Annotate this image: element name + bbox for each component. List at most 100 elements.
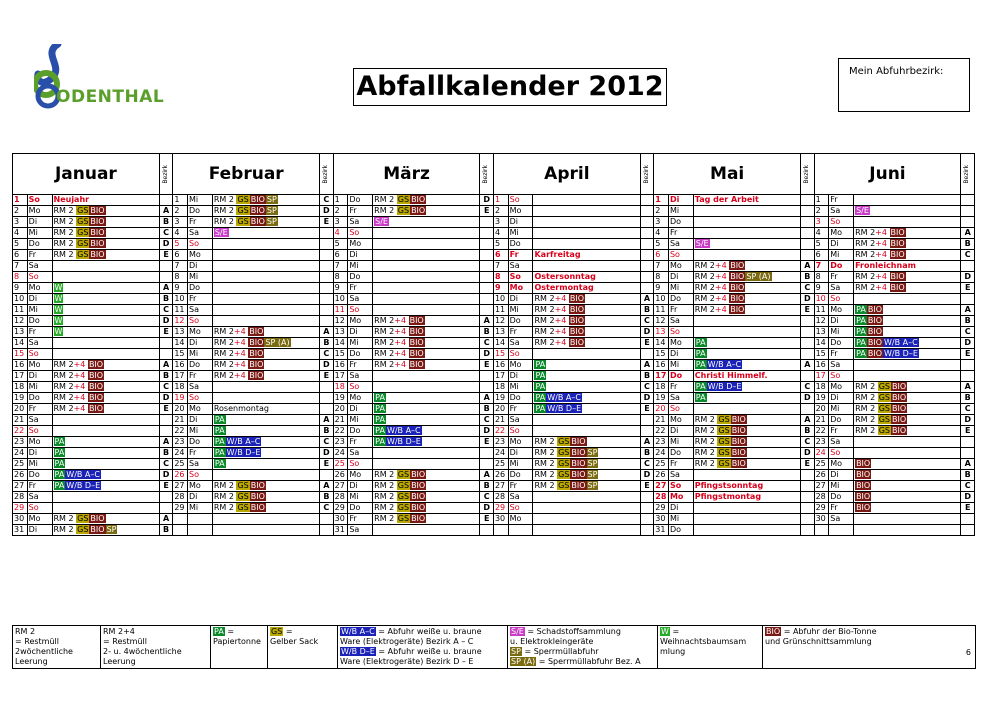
weekday: So: [667, 480, 694, 492]
day-number: 18: [172, 381, 188, 393]
day-number: 20: [813, 403, 830, 415]
collection-entry: RM 2 GS BIO: [372, 502, 481, 514]
collection-entry: [51, 348, 160, 360]
weekday: Fr: [507, 326, 534, 338]
weekday: Do: [667, 293, 694, 305]
day-number: 11: [813, 304, 830, 316]
collection-entry: Christi Himmelf.: [692, 370, 802, 382]
collection-entry: [372, 524, 481, 536]
collection-entry: [211, 469, 321, 481]
calendar-row: 22 So 22 Mi PA B 22 Do PA W/B A–C D 22 So 22 Di RM 2 GS…: [12, 425, 975, 437]
weekday: So: [187, 238, 213, 250]
collection-entry: PA: [692, 348, 802, 360]
bezirk-code: [639, 502, 655, 514]
weekday: Mi: [507, 458, 534, 470]
weekday: Mo: [667, 414, 694, 426]
day-number: 29: [813, 502, 830, 514]
weekday: [187, 524, 213, 536]
bezirk-code: B: [960, 469, 975, 481]
collection-entry: Ostersonntag: [532, 271, 641, 283]
weekday: Fr: [667, 458, 694, 470]
day-number: 28: [332, 491, 349, 503]
day-number: 22: [492, 425, 509, 437]
collection-entry: RM 2+4 BIO: [532, 315, 641, 327]
day-number: 15: [492, 348, 509, 360]
weekday: Sa: [26, 260, 53, 272]
legend-rm2: RM 2 = Restmüll 2wöchentliche Leerung: [12, 625, 101, 669]
collection-entry: RM 2 GS BIO: [372, 205, 481, 217]
day-number: [813, 524, 830, 536]
weekday: So: [507, 348, 534, 360]
day-number: 31: [653, 524, 669, 536]
calendar-row: 17 Di RM 2+4 BIO B 17 Fr RM 2+4 BIO E 17 Sa 17 Di PA…: [12, 370, 975, 382]
bezirk-code: C: [800, 381, 815, 393]
day-number: 22: [813, 425, 830, 437]
bezirk-code: [800, 370, 815, 382]
weekday: Sa: [347, 216, 374, 228]
bezirk-code: E: [319, 370, 334, 382]
collection-entry: [532, 502, 641, 514]
weekday: So: [26, 502, 53, 514]
day-number: 9: [813, 282, 830, 294]
collection-entry: [532, 260, 641, 272]
collection-entry: [372, 249, 481, 261]
day-number: 3: [12, 216, 28, 228]
collection-entry: RM 2 GS BIO: [211, 502, 321, 514]
day-number: 24: [12, 447, 28, 459]
weekday: Di: [26, 293, 53, 305]
bezirk-code: D: [158, 315, 174, 327]
day-number: 16: [813, 359, 830, 371]
collection-entry: PA: [372, 414, 481, 426]
bezirk-code: D: [800, 447, 815, 459]
weekday: So: [347, 304, 374, 316]
bezirk-code: B: [158, 524, 174, 536]
bezirk-code: E: [479, 205, 494, 217]
weekday: So: [187, 469, 213, 481]
bezirk-code: E: [800, 304, 815, 316]
calendar-row: 15 So 15 Mi RM 2+4 BIO C 15 Do RM 2+4 BIO D 15 So 15…: [12, 348, 975, 360]
collection-entry: PA: [692, 392, 802, 404]
bezirk-code: [479, 458, 494, 470]
bezirk-code: [800, 227, 815, 239]
day-number: 3: [332, 216, 349, 228]
day-number: 5: [12, 238, 28, 250]
bezirk-box[interactable]: Mein Abfuhrbezirk:: [838, 58, 970, 112]
collection-entry: [853, 436, 962, 448]
bezirk-code: E: [800, 458, 815, 470]
day-number: 19: [653, 392, 669, 404]
legend-pa: PA = Papiertonne: [210, 625, 268, 669]
weekday: Mo: [347, 392, 374, 404]
bezirk-code: [479, 381, 494, 393]
collection-entry: S/E: [853, 205, 962, 217]
collection-entry: [211, 513, 321, 525]
page-title: Abfallkalender 2012: [353, 68, 667, 106]
bezirk-code: C: [800, 436, 815, 448]
bezirk-code: E: [960, 425, 975, 437]
weekday: Mi: [507, 304, 534, 316]
bezirk-code: A: [479, 315, 494, 327]
collection-entry: RM 2 GS BIO: [51, 513, 160, 525]
collection-entry: [211, 524, 321, 536]
weekday: Mo: [26, 359, 53, 371]
collection-entry: S/E: [692, 238, 802, 250]
weekday: Di: [828, 469, 855, 481]
weekday: Mi: [26, 381, 53, 393]
day-number: 25: [172, 458, 188, 470]
collection-entry: RM 2+4 BIO: [51, 403, 160, 415]
weekday: Fr: [828, 194, 855, 206]
collection-entry: [532, 227, 641, 239]
weekday: Fr: [347, 205, 374, 217]
collection-entry: RM 2 GS BIO: [692, 458, 802, 470]
day-number: 23: [332, 436, 349, 448]
weekday: So: [667, 326, 694, 338]
day-number: 28: [12, 491, 28, 503]
day-number: 9: [492, 282, 509, 294]
calendar-row: 3 Di RM 2 GS BIO B 3 Fr RM 2 GS BIO SP E 3 Sa S/E 3 Di 3…: [12, 216, 975, 228]
collection-entry: Tag der Arbeit: [692, 194, 802, 206]
day-number: 20: [492, 403, 509, 415]
bezirk-code: E: [158, 249, 174, 261]
collection-entry: [692, 403, 802, 415]
bezirk-code: C: [960, 326, 975, 338]
bezirk-code: C: [158, 227, 174, 239]
collection-entry: PA: [532, 381, 641, 393]
